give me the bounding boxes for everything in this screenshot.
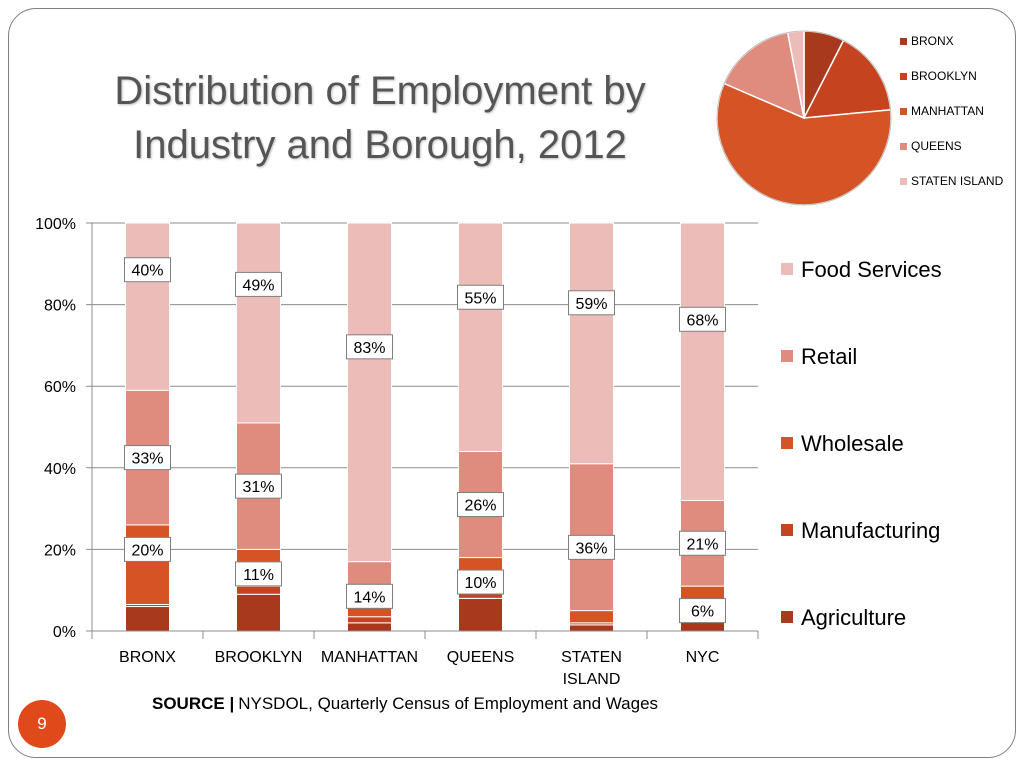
legend-label: Retail xyxy=(801,344,857,369)
data-label-box xyxy=(568,290,615,316)
title-line-1: Distribution of Employment by xyxy=(114,69,646,113)
x-category-label: QUEENS xyxy=(447,649,515,666)
bar-segment xyxy=(458,222,503,452)
legend-swatch xyxy=(781,437,793,449)
pie-legend-swatch xyxy=(900,73,907,80)
page-number-badge: 9 xyxy=(18,700,66,748)
data-label-box xyxy=(457,569,504,595)
pie-legend-swatch xyxy=(900,143,907,150)
data-label: 21% xyxy=(686,536,718,553)
data-label: 6% xyxy=(691,604,714,621)
x-category-label: BRONX xyxy=(119,649,176,666)
y-tick-label: 60% xyxy=(44,379,76,396)
data-label: 10% xyxy=(464,575,496,592)
pie-legend-swatch xyxy=(900,178,907,185)
bar-segment xyxy=(236,222,281,424)
x-category-label: ISLAND xyxy=(563,671,621,688)
data-label-box xyxy=(346,583,393,609)
source-note: SOURCE | NYSDOL, Quarterly Census of Empl… xyxy=(152,694,658,714)
data-label-box xyxy=(679,530,726,556)
data-label: 59% xyxy=(575,296,607,313)
data-label-box xyxy=(124,445,171,471)
data-label-box xyxy=(568,534,615,560)
data-label: 36% xyxy=(575,540,607,557)
bar-segment xyxy=(569,222,614,465)
pie-legend-swatch xyxy=(900,108,907,115)
data-label-box xyxy=(235,271,282,297)
data-label: 49% xyxy=(242,277,274,294)
pie-legend-label: STATEN ISLAND xyxy=(911,174,1004,188)
legend-label: Food Services xyxy=(801,257,942,282)
x-category-label: MANHATTAN xyxy=(321,649,418,666)
legend-swatch xyxy=(781,263,793,275)
y-tick-label: 100% xyxy=(35,216,76,233)
y-tick-label: 20% xyxy=(44,542,76,559)
y-tick-label: 40% xyxy=(44,461,76,478)
pie-legend-label: MANHATTAN xyxy=(911,104,984,118)
data-label-box xyxy=(457,492,504,518)
x-category-label: STATEN xyxy=(561,649,622,666)
bar-segment xyxy=(347,222,392,563)
data-label: 68% xyxy=(686,312,718,329)
legend-label: Manufacturing xyxy=(801,518,940,543)
legend-label: Agriculture xyxy=(801,605,906,630)
legend-swatch xyxy=(781,611,793,623)
y-tick-label: 80% xyxy=(44,298,76,315)
pie-legend-swatch xyxy=(900,38,907,45)
page-number: 9 xyxy=(37,714,47,733)
legend-swatch xyxy=(781,524,793,536)
pie-outline xyxy=(716,30,892,206)
bar-segment xyxy=(125,222,170,391)
source-label: SOURCE | xyxy=(152,694,235,713)
data-label: 11% xyxy=(243,567,274,584)
data-label: 40% xyxy=(131,263,163,280)
bar-segment xyxy=(680,222,725,501)
pie-legend-label: BRONX xyxy=(911,34,954,48)
x-category-label: NYC xyxy=(686,649,720,666)
y-tick-label: 0% xyxy=(53,624,76,641)
x-category-label: BROOKLYN xyxy=(215,649,303,666)
data-label: 33% xyxy=(131,451,163,468)
pie-legend-label: BROOKLYN xyxy=(911,69,977,83)
data-label-box xyxy=(235,473,282,499)
data-label-box xyxy=(124,257,171,283)
data-label: 31% xyxy=(242,479,274,496)
data-label-box xyxy=(457,284,504,310)
data-label-box xyxy=(679,306,726,332)
slide-title: Distribution of Employment by Industry a… xyxy=(60,64,700,172)
data-label: 20% xyxy=(131,542,163,559)
legend-label: Wholesale xyxy=(801,431,904,456)
source-text: NYSDOL, Quarterly Census of Employment a… xyxy=(238,694,659,713)
title-line-2: Industry and Borough, 2012 xyxy=(133,123,627,167)
data-label: 14% xyxy=(353,589,385,606)
data-label-box xyxy=(235,561,282,587)
bar-segment xyxy=(458,597,503,632)
pie-legend-label: QUEENS xyxy=(911,139,962,153)
data-label-box xyxy=(679,598,726,624)
data-label: 26% xyxy=(464,498,496,515)
legend-swatch xyxy=(781,350,793,362)
bar-segment xyxy=(236,593,281,632)
data-label: 55% xyxy=(464,290,496,307)
data-label: 83% xyxy=(353,340,385,357)
data-label-box xyxy=(346,334,393,360)
data-label-box xyxy=(124,536,171,562)
